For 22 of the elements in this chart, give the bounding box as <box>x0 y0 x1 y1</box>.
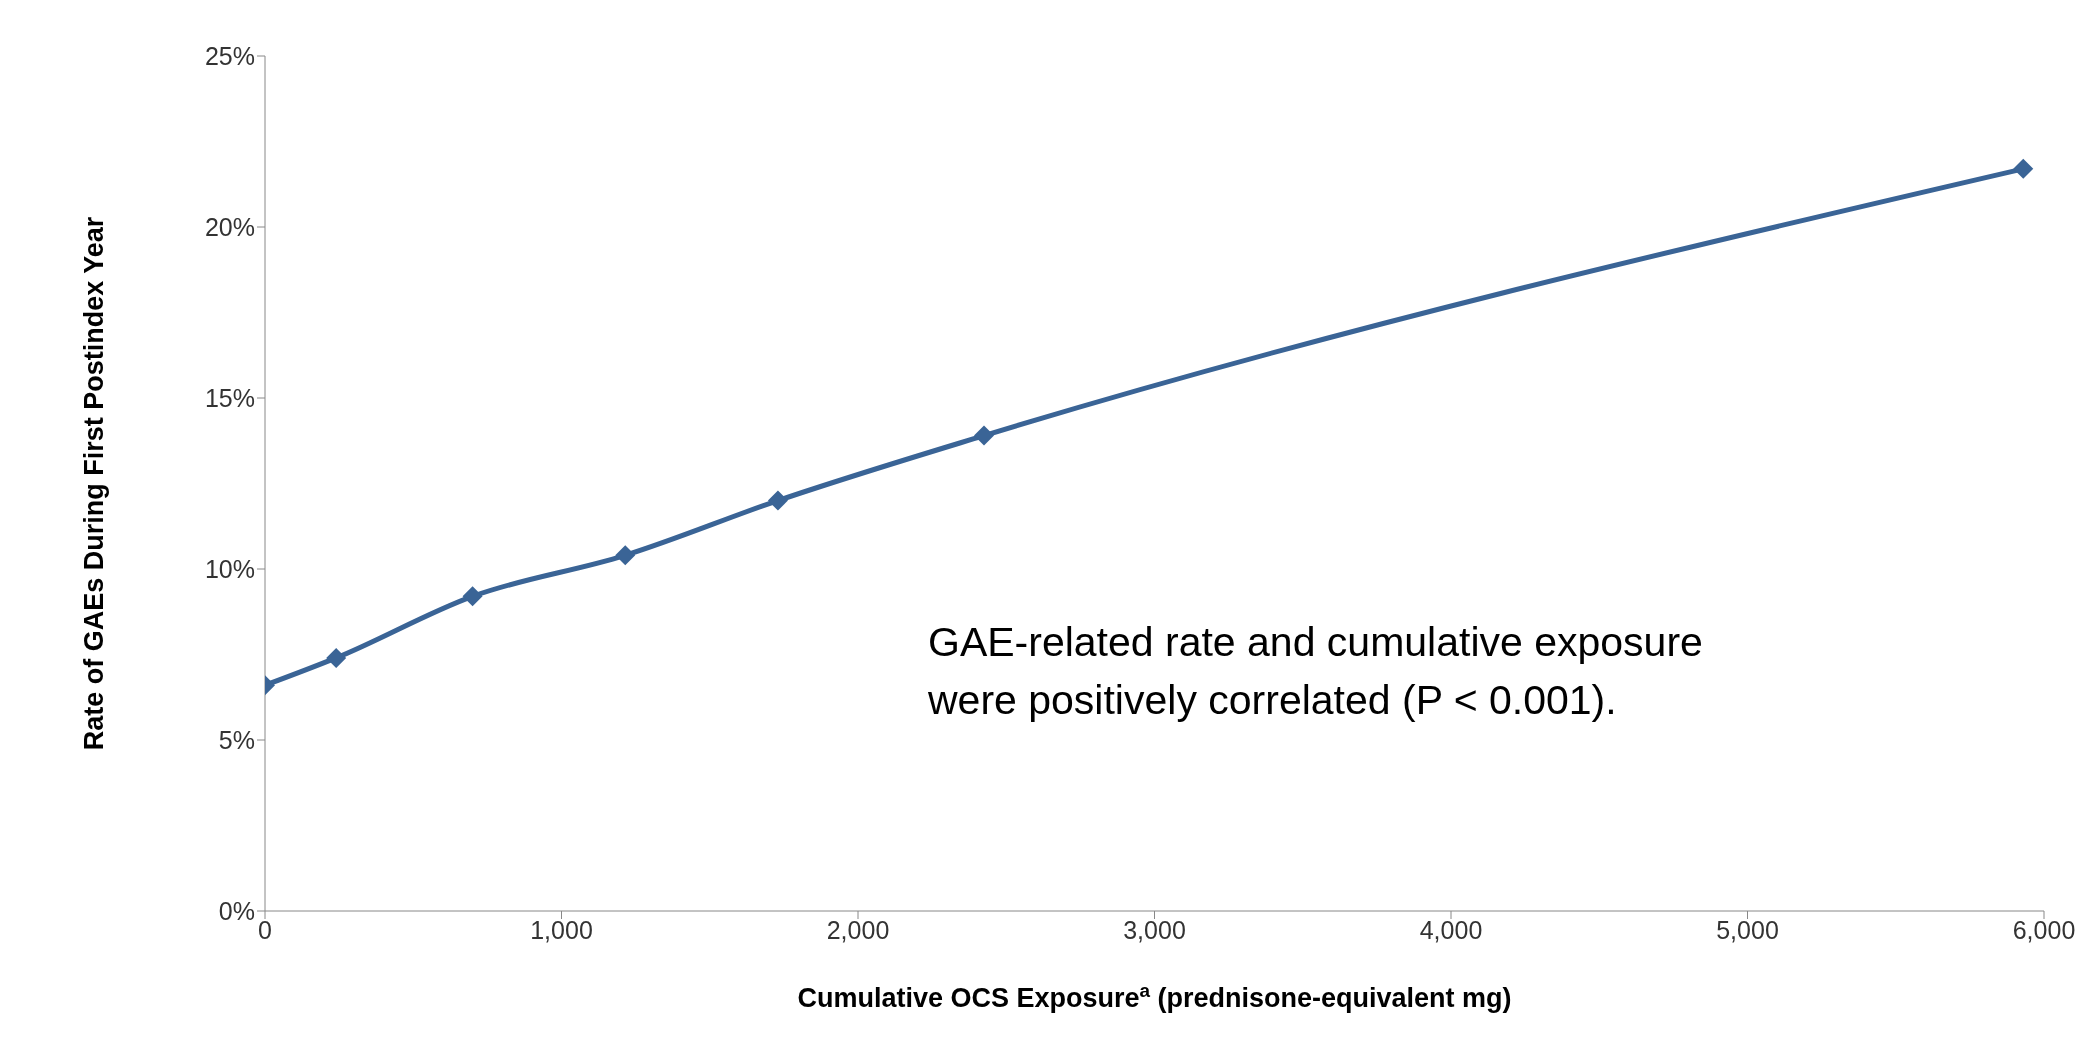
point <box>615 545 636 566</box>
x-tick-label: 5,000 <box>1716 915 1779 944</box>
x-tick-label: 6,000 <box>2012 915 2076 944</box>
y-tick-label: 15% <box>204 383 255 412</box>
y-tick-label: 0% <box>218 896 255 925</box>
x-tick-label: 4,000 <box>1419 915 1483 944</box>
point <box>767 490 788 511</box>
point <box>326 647 347 668</box>
x-tick-label: 0 <box>258 915 272 944</box>
y-tick-label: 10% <box>204 554 255 583</box>
point <box>974 425 995 446</box>
y-tick-label: 20% <box>204 212 255 241</box>
x-axis-title: Cumulative OCS Exposure$^{a}$ (prednisone-equivalent mg) <box>797 979 1512 1013</box>
y-axis-title: Rate of GAEs During First Postindex Year <box>79 216 109 751</box>
y-tick-label: 25% <box>204 41 255 70</box>
y-tick-label: 5% <box>218 725 255 754</box>
x-tick-label: 2,000 <box>826 915 890 944</box>
annotation: GAE-related rate and cumulative exposure were positively correlated (P < 0.001). <box>928 618 1704 725</box>
x-tick-label: 1,000 <box>530 915 593 944</box>
x-tick-label: 3,000 <box>1123 915 1186 944</box>
point <box>462 586 483 607</box>
point <box>2013 158 2034 179</box>
